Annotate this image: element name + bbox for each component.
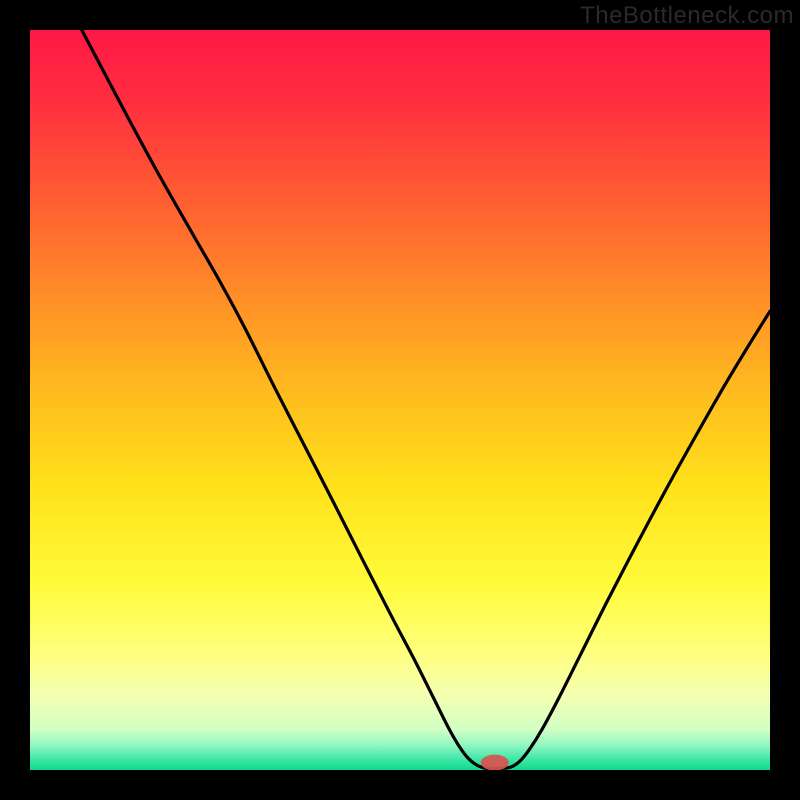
plot-svg: [30, 30, 770, 770]
optimal-marker: [481, 755, 509, 770]
plot-area: [30, 30, 770, 770]
watermark-text: TheBottleneck.com: [580, 2, 794, 30]
chart-frame: TheBottleneck.com: [0, 0, 800, 800]
